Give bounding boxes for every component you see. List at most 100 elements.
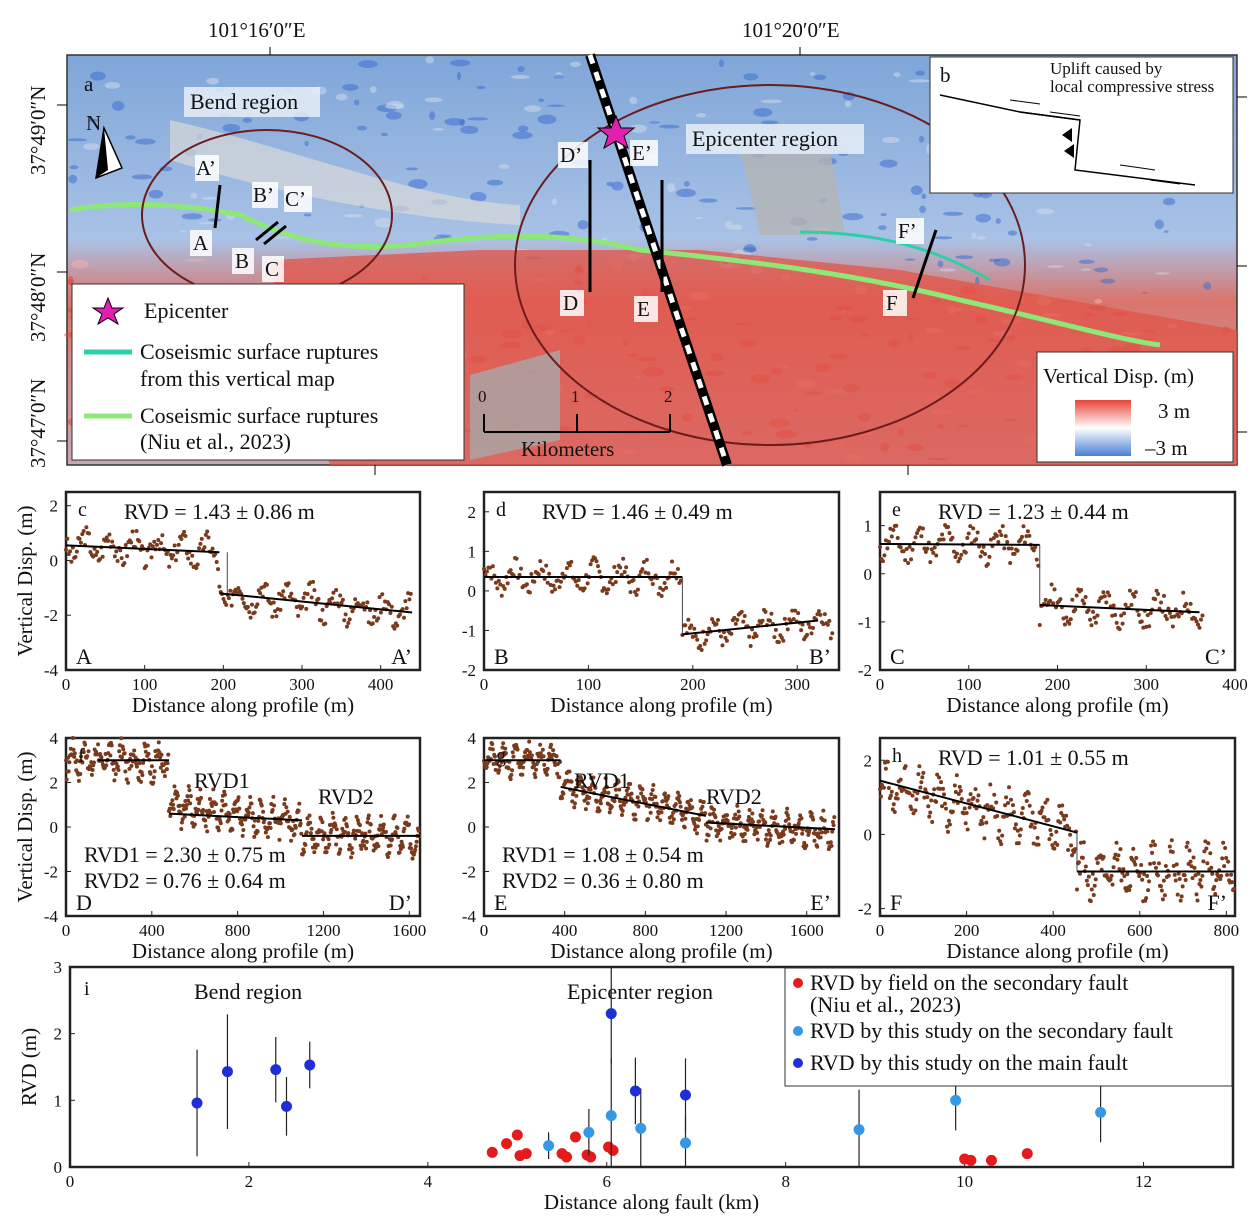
profile-point (383, 829, 388, 834)
profile-point (954, 773, 959, 778)
chart-f: 0 400 800 1200 1600 -4 -2 0 2 4 Distance along pro… (13, 729, 426, 963)
profile-point (355, 818, 360, 823)
rvd2-label: RVD2 (706, 784, 762, 809)
legend-rupture-niu: Coseismic surface ruptures (140, 403, 378, 428)
plot-frame (64, 490, 422, 672)
profile-point (547, 751, 552, 756)
profile-point (1181, 590, 1186, 595)
profile-point (743, 839, 748, 844)
fit-line (682, 619, 819, 636)
profile-point (100, 554, 105, 559)
profile-point (1008, 560, 1013, 565)
profile-point (137, 539, 142, 544)
profile-point (70, 736, 75, 740)
profile-point (649, 577, 654, 582)
profile-point (116, 768, 121, 773)
profile-point (716, 831, 721, 836)
profile-point (602, 790, 607, 795)
profile-point (617, 799, 622, 804)
profile-point (66, 769, 71, 774)
profile-point (151, 775, 156, 780)
profile-point (718, 634, 723, 639)
profile-point (985, 562, 990, 567)
profile-label-c: C (265, 257, 279, 281)
profile-point (378, 610, 383, 615)
profile-point (885, 546, 890, 551)
profile-point (593, 785, 598, 790)
data-point (679, 1137, 691, 1149)
profile-point (683, 623, 688, 628)
profile-point (353, 597, 358, 602)
panel-letter-d: d (496, 499, 506, 521)
map-speckle (356, 125, 367, 131)
x-tick-label: 0 (62, 675, 71, 694)
profile-point (362, 843, 367, 848)
profile-point (532, 771, 537, 776)
map-speckle (921, 193, 927, 200)
x-axis-label: Distance along profile (m) (132, 693, 354, 717)
profile-point (1155, 873, 1160, 878)
profile-point (364, 839, 369, 844)
y-tick-label: -2 (858, 661, 872, 680)
profile-point (340, 597, 345, 602)
profile-point (898, 545, 903, 550)
profile-point (1206, 841, 1211, 846)
profile-point (1043, 800, 1048, 805)
profile-point (1177, 876, 1182, 881)
profile-point (188, 801, 193, 806)
map-speckle (456, 71, 462, 81)
profile-point (551, 748, 556, 753)
panel-letter-e: e (892, 499, 901, 521)
map-speckle (354, 99, 360, 106)
profile-point (126, 780, 131, 785)
profile-point (963, 550, 968, 555)
y-tick-label: -4 (462, 907, 477, 926)
y-tick-label: 0 (50, 551, 59, 570)
profile-point (892, 809, 897, 814)
profile-point (953, 789, 958, 794)
coord-left-3: 37°47′0″N (26, 379, 50, 468)
profile-point (1037, 623, 1042, 628)
profile-point (1188, 859, 1193, 864)
profile-point (119, 755, 124, 760)
map-speckle (904, 258, 916, 261)
profile-point (172, 784, 177, 789)
map-speckle (926, 144, 931, 155)
profile-point (655, 815, 660, 820)
map-speckle (1080, 268, 1091, 271)
profile-point (988, 782, 993, 787)
profile-point (331, 590, 336, 595)
profile-point (1101, 590, 1106, 595)
profile-point (785, 813, 790, 818)
profile-point (1080, 598, 1085, 603)
profile-point (248, 795, 253, 800)
profile-point (695, 831, 700, 836)
panel-letter-a: a (84, 72, 94, 96)
profile-point (628, 590, 633, 595)
profile-point (329, 828, 334, 833)
profile-point (160, 533, 165, 538)
profile-point (598, 801, 603, 806)
data-point (191, 1097, 203, 1109)
profile-point (1115, 857, 1120, 862)
profile-point (169, 556, 174, 561)
profile-point (567, 563, 572, 568)
profile-point (1110, 882, 1115, 887)
map-speckle (937, 260, 944, 268)
profile-point (622, 802, 627, 807)
profile-point (1146, 888, 1151, 893)
profile-point (800, 831, 805, 836)
profile-point (171, 807, 176, 812)
legend-entry-sub: (Niu et al., 2023) (810, 992, 961, 1017)
map-speckle (67, 278, 74, 286)
profile-point (806, 621, 811, 626)
profile-point (78, 771, 83, 776)
profile-point (255, 602, 260, 607)
profile-point (268, 825, 273, 830)
profile-point (1209, 865, 1214, 870)
profile-point (1069, 843, 1074, 848)
profile-point (927, 814, 932, 819)
profile-point (541, 754, 546, 759)
profile-point (951, 549, 956, 554)
